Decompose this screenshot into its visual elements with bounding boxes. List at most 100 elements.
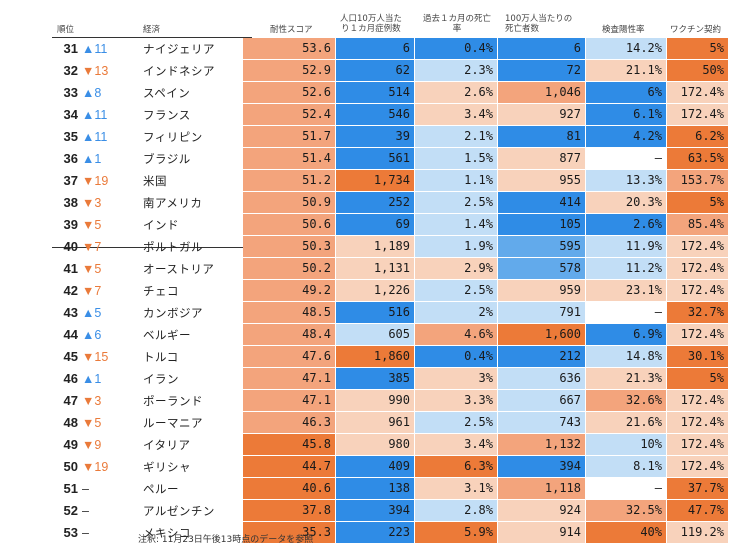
rank-change-cell: ▼13 — [82, 64, 109, 78]
cases-cell: 138 — [336, 478, 414, 499]
rank-cell: 50 — [63, 459, 78, 474]
rank-change-cell: ▲11 — [82, 130, 108, 144]
rank-change-cell: ▼19 — [82, 174, 109, 188]
rank-cell: 31 — [63, 41, 78, 56]
fatality-cell: 3.3% — [415, 390, 497, 411]
deaths-cell: 927 — [498, 104, 585, 125]
header-rule — [52, 37, 252, 38]
deaths-cell: 791 — [498, 302, 585, 323]
country-cell: イタリア — [143, 438, 191, 452]
fatality-cell: 2.8% — [415, 500, 497, 521]
deaths-cell: 667 — [498, 390, 585, 411]
rank-cell: 36 — [63, 151, 78, 166]
deaths-cell: 877 — [498, 148, 585, 169]
vaccine-cell: 172.4% — [667, 324, 728, 345]
header-deaths-line2: 死亡者数 — [505, 24, 540, 34]
vaccine-cell: 172.4% — [667, 390, 728, 411]
rank-change-cell: ▼7 — [82, 284, 102, 298]
rank-change-cell: ▼7 — [82, 240, 102, 254]
country-cell: イラン — [143, 372, 179, 386]
rank-cell: 42 — [63, 283, 78, 298]
header-fatality-line2: 率 — [452, 24, 462, 34]
rank-cell: 43 — [63, 305, 78, 320]
score-cell: 51.4 — [243, 148, 335, 169]
vaccine-cell: 172.4% — [667, 412, 728, 433]
positivity-cell: 4.2% — [586, 126, 666, 147]
score-cell: 47.1 — [243, 390, 335, 411]
deaths-cell: 924 — [498, 500, 585, 521]
rank-change-cell: ▼5 — [82, 416, 102, 430]
cases-cell: 39 — [336, 126, 414, 147]
fatality-cell: 2.1% — [415, 126, 497, 147]
fatality-cell: 3.1% — [415, 478, 497, 499]
deaths-cell: 595 — [498, 236, 585, 257]
rank-cell: 38 — [63, 195, 78, 210]
country-cell: 米国 — [143, 174, 167, 188]
table-row: 45 ▼15 トルコ 47.6 1,860 0.4% 212 14.8% 30.1% — [0, 346, 735, 368]
country-cell: トルコ — [143, 350, 179, 364]
table-row: 39 ▼5 インド 50.6 69 1.4% 105 2.6% 85.4% — [0, 214, 735, 236]
cases-cell: 1,734 — [336, 170, 414, 191]
rank-change-cell: ▲5 — [82, 306, 102, 320]
positivity-cell: – — [586, 148, 666, 169]
rank-change-cell: ▲6 — [82, 328, 102, 342]
cases-cell: 252 — [336, 192, 414, 213]
cases-cell: 69 — [336, 214, 414, 235]
rank-cell: 35 — [63, 129, 78, 144]
positivity-cell: 21.3% — [586, 368, 666, 389]
deaths-cell: 6 — [498, 38, 585, 59]
positivity-cell: 2.6% — [586, 214, 666, 235]
vaccine-cell: 6.2% — [667, 126, 728, 147]
fatality-cell: 5.9% — [415, 522, 497, 543]
deaths-cell: 1,600 — [498, 324, 585, 345]
fatality-cell: 3.4% — [415, 104, 497, 125]
table-row: 37 ▼19 米国 51.2 1,734 1.1% 955 13.3% 153.7% — [0, 170, 735, 192]
score-cell: 48.4 — [243, 324, 335, 345]
table-row: 33 ▲8 スペイン 52.6 514 2.6% 1,046 6% 172.4% — [0, 82, 735, 104]
score-cell: 49.2 — [243, 280, 335, 301]
fatality-cell: 0.4% — [415, 346, 497, 367]
vaccine-cell: 47.7% — [667, 500, 728, 521]
rank-change-cell: ▲11 — [82, 108, 108, 122]
vaccine-cell: 5% — [667, 368, 728, 389]
cases-cell: 980 — [336, 434, 414, 455]
table-row: 44 ▲6 ベルギー 48.4 605 4.6% 1,600 6.9% 172.4% — [0, 324, 735, 346]
vaccine-cell: 37.7% — [667, 478, 728, 499]
positivity-cell: 10% — [586, 434, 666, 455]
rank-cell: 40 — [63, 239, 78, 254]
positivity-cell: – — [586, 302, 666, 323]
country-cell: ギリシャ — [143, 460, 191, 474]
rank-change-cell: ▼5 — [82, 218, 102, 232]
vaccine-cell: 172.4% — [667, 236, 728, 257]
deaths-cell: 743 — [498, 412, 585, 433]
cases-cell: 223 — [336, 522, 414, 543]
country-cell: フィリピン — [143, 130, 203, 144]
rank-change-cell: – — [82, 504, 89, 518]
table-row: 50 ▼19 ギリシャ 44.7 409 6.3% 394 8.1% 172.4% — [0, 456, 735, 478]
positivity-cell: 8.1% — [586, 456, 666, 477]
country-cell: ベルギー — [143, 328, 191, 342]
vaccine-cell: 5% — [667, 38, 728, 59]
rank-change-cell: ▼3 — [82, 394, 102, 408]
cases-cell: 62 — [336, 60, 414, 81]
score-cell: 51.7 — [243, 126, 335, 147]
table-row: 42 ▼7 チェコ 49.2 1,226 2.5% 959 23.1% 172.4% — [0, 280, 735, 302]
header-fatality: 過去１カ月の死亡 率 — [416, 14, 498, 34]
rank-cell: 37 — [63, 173, 78, 188]
vaccine-cell: 50% — [667, 60, 728, 81]
positivity-cell: 6.1% — [586, 104, 666, 125]
rank-change-cell: ▲11 — [82, 42, 108, 56]
vaccine-cell: 85.4% — [667, 214, 728, 235]
positivity-cell: 6.9% — [586, 324, 666, 345]
deaths-cell: 959 — [498, 280, 585, 301]
vaccine-cell: 30.1% — [667, 346, 728, 367]
cases-cell: 385 — [336, 368, 414, 389]
rank-change-cell: ▼5 — [82, 262, 102, 276]
deaths-cell: 1,118 — [498, 478, 585, 499]
score-cell: 51.2 — [243, 170, 335, 191]
score-cell: 37.8 — [243, 500, 335, 521]
cases-cell: 561 — [336, 148, 414, 169]
rank-cell: 41 — [63, 261, 78, 276]
fatality-cell: 2.5% — [415, 192, 497, 213]
score-cell: 47.1 — [243, 368, 335, 389]
